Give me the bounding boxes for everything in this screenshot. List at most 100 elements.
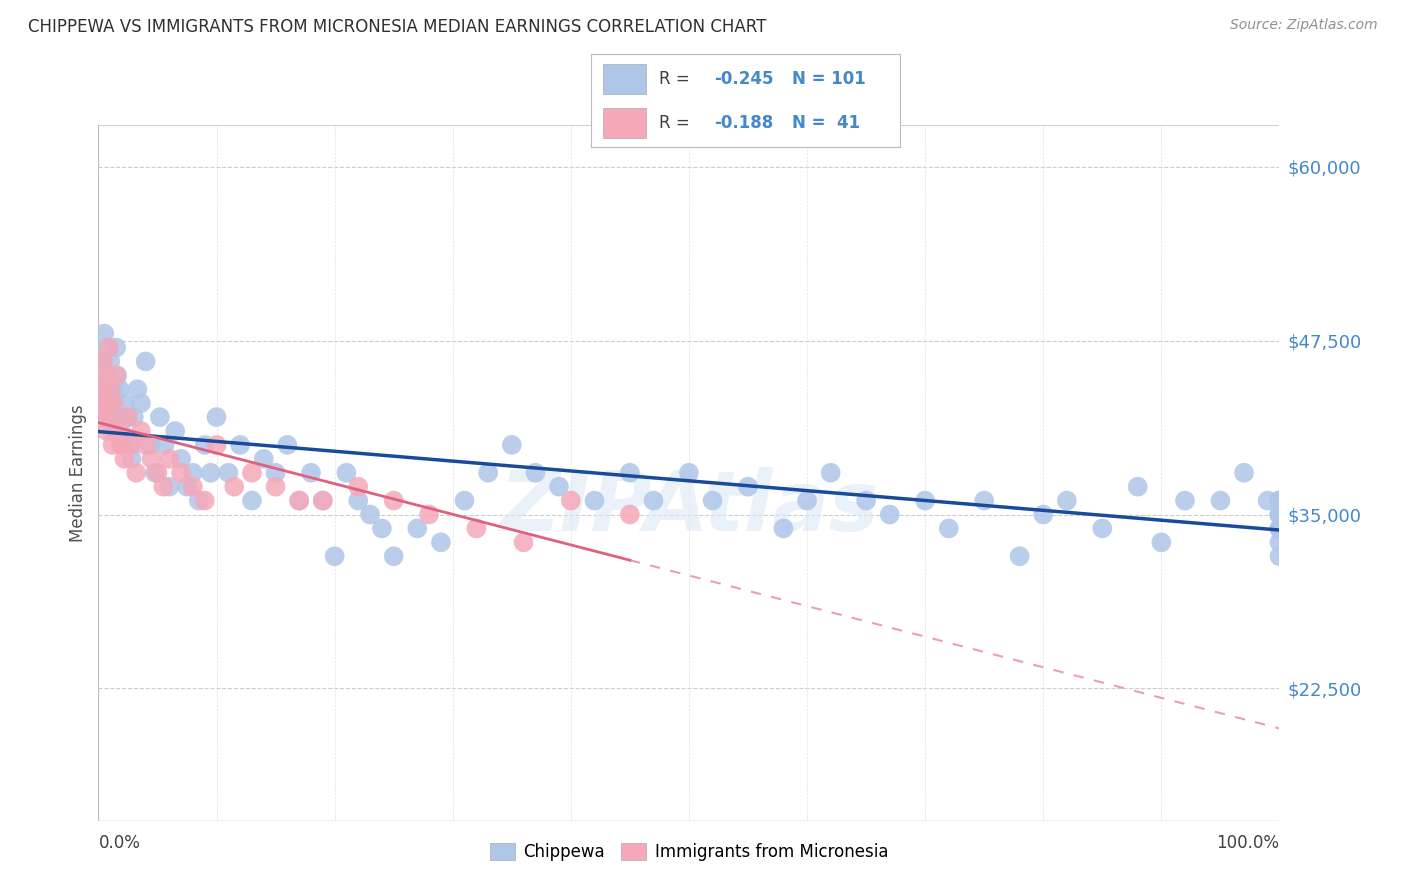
Point [240, 466, 263, 480]
Point [1268, 535, 1291, 549]
Point [1268, 493, 1291, 508]
Point [98, 354, 121, 368]
Point [153, 438, 176, 452]
Point [240, 493, 263, 508]
Point [143, 466, 166, 480]
Text: R =: R = [658, 70, 695, 87]
Point [94, 368, 117, 383]
Point [98, 382, 121, 396]
Point [477, 466, 499, 480]
Point [643, 493, 665, 508]
Point [1268, 493, 1291, 508]
Point [1268, 521, 1291, 535]
Point [1008, 549, 1031, 564]
Point [1091, 521, 1114, 535]
Point [1056, 493, 1078, 508]
Point [973, 493, 995, 508]
Point [107, 410, 129, 425]
Point [205, 438, 228, 452]
Point [141, 451, 163, 466]
Point [382, 493, 405, 508]
Point [418, 508, 440, 522]
Point [1268, 521, 1291, 535]
Point [820, 466, 842, 480]
Point [108, 382, 131, 396]
Point [115, 410, 138, 425]
Point [678, 466, 700, 480]
Point [772, 521, 794, 535]
Point [855, 493, 877, 508]
Point [1126, 480, 1149, 494]
Point [560, 493, 582, 508]
Point [548, 480, 571, 494]
Point [93, 326, 115, 341]
Point [105, 341, 128, 355]
Point [112, 396, 135, 410]
Point [1268, 493, 1291, 508]
Point [1268, 549, 1291, 564]
Point [205, 410, 228, 425]
Point [107, 424, 129, 438]
Point [1268, 508, 1291, 522]
Point [100, 396, 122, 410]
Point [1209, 493, 1232, 508]
Point [359, 508, 381, 522]
Point [96, 424, 118, 438]
Point [139, 438, 162, 452]
Point [524, 466, 547, 480]
Point [98, 341, 121, 355]
Point [347, 480, 370, 494]
Point [371, 521, 394, 535]
Point [1268, 508, 1291, 522]
Point [1268, 493, 1291, 508]
Point [157, 480, 180, 494]
Point [224, 480, 246, 494]
Text: 0.0%: 0.0% [98, 834, 141, 852]
Point [105, 368, 128, 383]
Point [229, 438, 252, 452]
Point [619, 508, 641, 522]
Point [253, 451, 276, 466]
Point [118, 438, 141, 452]
Point [117, 410, 139, 425]
Point [288, 493, 311, 508]
Point [264, 466, 287, 480]
Point [149, 410, 172, 425]
Point [103, 382, 125, 396]
Point [501, 438, 523, 452]
Point [187, 493, 209, 508]
Text: Source: ZipAtlas.com: Source: ZipAtlas.com [1230, 18, 1378, 32]
Point [135, 354, 157, 368]
Text: 100.0%: 100.0% [1216, 834, 1279, 852]
Point [1268, 521, 1291, 535]
Point [93, 396, 115, 410]
Point [146, 466, 169, 480]
Point [122, 410, 145, 425]
Point [200, 466, 222, 480]
Point [323, 549, 346, 564]
Point [914, 493, 936, 508]
Point [1032, 508, 1054, 522]
Legend: Chippewa, Immigrants from Micronesia: Chippewa, Immigrants from Micronesia [484, 837, 894, 868]
Point [1233, 466, 1256, 480]
Point [194, 493, 217, 508]
Text: CHIPPEWA VS IMMIGRANTS FROM MICRONESIA MEDIAN EARNINGS CORRELATION CHART: CHIPPEWA VS IMMIGRANTS FROM MICRONESIA M… [28, 18, 766, 36]
Text: N = 101: N = 101 [792, 70, 865, 87]
Text: -0.188: -0.188 [714, 114, 773, 132]
Point [1268, 521, 1291, 535]
Text: ZIPAtlas: ZIPAtlas [499, 467, 879, 548]
Point [101, 438, 124, 452]
Bar [603, 108, 647, 138]
Point [406, 521, 429, 535]
Point [879, 508, 901, 522]
Text: N =  41: N = 41 [792, 114, 859, 132]
Point [91, 354, 114, 368]
Point [347, 493, 370, 508]
Point [152, 480, 174, 494]
Point [1268, 508, 1291, 522]
Point [465, 521, 488, 535]
Point [1257, 493, 1279, 508]
Point [194, 438, 217, 452]
Text: R =: R = [658, 114, 695, 132]
Point [127, 382, 149, 396]
